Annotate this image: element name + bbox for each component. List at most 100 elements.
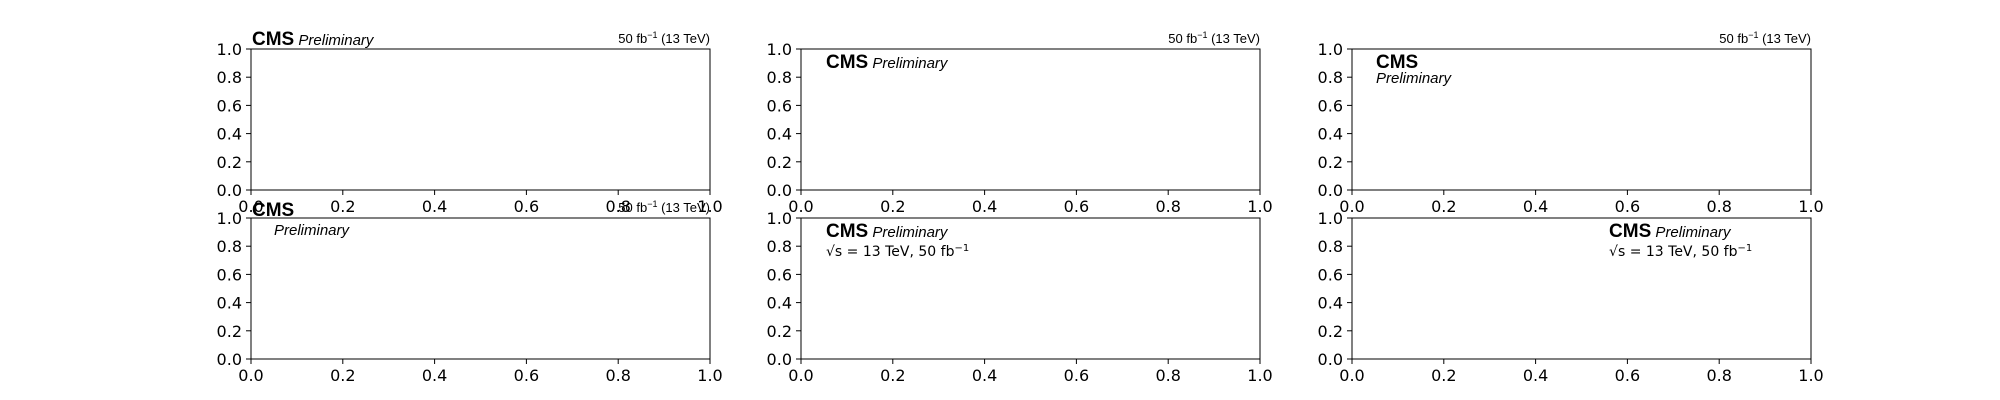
panel-1: 0.00.0 0.2 0.2 0.4 0.4 0.6 0.6 0.8 0.8 1.0 1.0 CMS … (217, 29, 723, 216)
cms-text: CMS (826, 52, 868, 73)
x-tick-label: 1.0 (1247, 366, 1272, 385)
cms-label: CMS Preliminary (826, 221, 949, 242)
cms-label: CMS Preliminary (252, 29, 375, 50)
y-tick-label: 0.0 (767, 181, 792, 200)
y-tick-label: 0.4 (217, 294, 242, 313)
y-tick-label: 0.4 (767, 125, 792, 144)
lumi-value: 50 fb (618, 31, 647, 46)
x-tick-label: 0.6 (514, 197, 539, 216)
x-tick-label: 0.0 (238, 197, 263, 216)
y-tick-label: 1.0 (767, 40, 792, 59)
y-tick-label: 0.2 (1318, 153, 1343, 172)
cms-text: CMS (826, 221, 868, 242)
x-tick-label: 1.0 (1798, 197, 1823, 216)
energy-value: √s = 13 TeV, 50 fb (826, 244, 955, 260)
y-tick-label: 1.0 (217, 209, 242, 228)
y-tick-label: 0.4 (1318, 294, 1343, 313)
lumi-label: 50 fb−1 (13 TeV) (618, 30, 710, 46)
y-tick-label: 0.6 (767, 96, 792, 115)
y-tick-label: 0.4 (767, 294, 792, 313)
y-tick-label: 0.2 (767, 153, 792, 172)
x-tick-label: 0.0 (1339, 197, 1364, 216)
y-tick-label: 0.6 (767, 265, 792, 284)
lumi-exponent: −1 (1197, 30, 1207, 40)
y-tick-label: 0.6 (1318, 265, 1343, 284)
x-tick-label: 0.2 (330, 197, 355, 216)
lumi-exponent: −1 (647, 30, 657, 40)
y-tick-label: 0.0 (217, 181, 242, 200)
x-tick-label: 0.8 (1155, 366, 1180, 385)
y-tick-label: 0.8 (1318, 68, 1343, 87)
x-tick-label: 1.0 (697, 366, 722, 385)
y-tick-label: 0.0 (767, 350, 792, 369)
x-tick-label: 0.2 (1431, 197, 1456, 216)
x-tick-label: 0.8 (1706, 366, 1731, 385)
cms-text: CMS (252, 29, 294, 50)
y-tick-label: 0.8 (217, 68, 242, 87)
x-tick-label: 0.2 (1431, 366, 1456, 385)
plot-area (1351, 217, 1812, 360)
cms-label: CMS (1376, 52, 1418, 73)
lumi-energy: (13 TeV) (657, 31, 710, 46)
preliminary-text: Preliminary (1651, 224, 1732, 241)
lumi-energy: (13 TeV) (657, 200, 710, 215)
x-tick-label: 0.4 (1523, 366, 1548, 385)
panel-6: 0.00.0 0.2 0.2 0.4 0.4 0.6 0.6 0.8 0.8 1.0 1.0 CMS … (1318, 209, 1824, 385)
panel-5: 0.00.0 0.2 0.2 0.4 0.4 0.6 0.6 0.8 0.8 1.0 1.0 CMS … (767, 209, 1273, 385)
y-tick-label: 0.2 (217, 322, 242, 341)
lumi-exponent: −1 (1748, 30, 1758, 40)
energy-label: √s = 13 TeV, 50 fb−1 (826, 243, 969, 260)
x-tick-label: 0.8 (1706, 197, 1731, 216)
cms-label: CMS Preliminary (826, 52, 949, 73)
x-tick-label: 0.8 (1155, 197, 1180, 216)
y-tick-label: 1.0 (217, 40, 242, 59)
x-tick-label: 1.0 (697, 197, 722, 216)
plot-area (1351, 48, 1812, 191)
energy-label: √s = 13 TeV, 50 fb−1 (1609, 243, 1752, 260)
energy-value: √s = 13 TeV, 50 fb (1609, 244, 1738, 260)
plot-area (250, 217, 711, 360)
lumi-label: 50 fb−1 (13 TeV) (1719, 30, 1811, 46)
preliminary-text: Preliminary (868, 55, 949, 72)
y-tick-label: 0.0 (1318, 350, 1343, 369)
x-tick-label: 0.2 (880, 197, 905, 216)
y-tick-label: 0.6 (217, 265, 242, 284)
plot-area (800, 48, 1261, 191)
preliminary-text: Preliminary (868, 224, 949, 241)
x-tick-label: 0.6 (1064, 366, 1089, 385)
x-tick-label: 0.0 (238, 366, 263, 385)
lumi-label: 50 fb−1 (13 TeV) (618, 199, 710, 215)
x-tick-label: 0.6 (514, 366, 539, 385)
y-tick-label: 1.0 (767, 209, 792, 228)
preliminary-label: Preliminary (1376, 70, 1453, 87)
x-tick-label: 0.4 (972, 197, 997, 216)
x-tick-label: 0.4 (422, 366, 447, 385)
plot-area (250, 48, 711, 191)
y-tick-label: 0.2 (217, 153, 242, 172)
x-tick-label: 0.0 (788, 366, 813, 385)
y-tick-label: 1.0 (1318, 40, 1343, 59)
lumi-value: 50 fb (618, 200, 647, 215)
lumi-exponent: −1 (647, 199, 657, 209)
energy-exponent: −1 (954, 243, 969, 254)
x-tick-label: 0.0 (1339, 366, 1364, 385)
y-tick-label: 0.4 (1318, 125, 1343, 144)
x-tick-label: 1.0 (1798, 366, 1823, 385)
lumi-value: 50 fb (1168, 31, 1197, 46)
cms-text: CMS (1609, 221, 1651, 242)
x-tick-label: 0.6 (1064, 197, 1089, 216)
y-tick-label: 0.8 (767, 68, 792, 87)
preliminary-label: Preliminary (274, 222, 351, 239)
x-tick-label: 0.6 (1615, 366, 1640, 385)
lumi-energy: (13 TeV) (1758, 31, 1811, 46)
y-tick-label: 0.2 (1318, 322, 1343, 341)
lumi-label: 50 fb−1 (13 TeV) (1168, 30, 1260, 46)
x-tick-label: 0.2 (330, 366, 355, 385)
y-tick-label: 0.8 (767, 237, 792, 256)
y-tick-label: 0.6 (217, 96, 242, 115)
y-tick-label: 0.0 (217, 350, 242, 369)
y-tick-label: 0.4 (217, 125, 242, 144)
y-tick-label: 1.0 (1318, 209, 1343, 228)
x-tick-label: 0.2 (880, 366, 905, 385)
